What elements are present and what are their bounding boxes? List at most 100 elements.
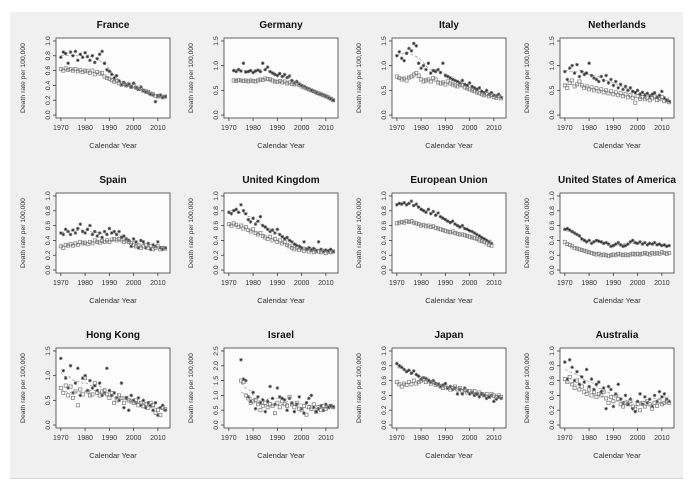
square-marker — [616, 93, 621, 98]
trend-line — [60, 54, 166, 98]
asterisk-marker — [268, 229, 272, 234]
asterisk-marker — [582, 380, 587, 384]
asterisk-marker — [231, 208, 236, 213]
panel-australia-chart: Australia 0.0 0.2 0.4 0.6 0.8 1.0 Death rate pe… — [524, 330, 675, 460]
asterisk-marker — [438, 214, 443, 219]
asterisk-marker — [399, 365, 404, 370]
x-tick-label: 1970 — [53, 435, 69, 442]
square-marker — [664, 98, 669, 103]
y-axis: 0.0 0.2 0.4 0.6 0.8 1.0 Death rate per 100,000 — [20, 191, 56, 275]
y-tick-label: 1.5 — [381, 36, 388, 46]
plot-canvas: France 0.0 0.2 0.4 0.6 0.8 1.0 Death rate per 1… — [10, 12, 683, 479]
square-marker — [131, 83, 136, 88]
asterisk-marker — [63, 51, 68, 56]
square-marker — [640, 400, 645, 405]
y-axis-label: Death rate per 100,000 — [188, 43, 195, 113]
asterisk-marker — [660, 395, 664, 399]
asterisk-marker — [597, 239, 601, 243]
asterisk-marker — [584, 71, 589, 75]
asterisk-marker — [643, 395, 647, 399]
x-tick-label: 1980 — [245, 280, 261, 287]
square-marker — [650, 406, 655, 411]
square-marker — [414, 71, 419, 76]
square-marker — [260, 403, 265, 408]
x-tick-label: 1980 — [581, 435, 597, 442]
asterisk-marker — [606, 81, 611, 85]
square-marker — [397, 220, 402, 225]
asterisk-marker — [285, 408, 289, 413]
square-marker — [623, 252, 628, 257]
square-marker — [407, 219, 411, 224]
asterisk-marker — [496, 92, 501, 97]
square-marker — [148, 400, 153, 405]
square-marker — [143, 242, 148, 247]
square-marker — [575, 246, 579, 251]
square-marker — [472, 236, 477, 241]
y-tick-label: 0.6 — [381, 221, 388, 231]
trend-line — [396, 51, 502, 96]
asterisk-marker — [248, 220, 253, 224]
asterisk-marker — [609, 77, 613, 82]
x-tick-label: 1970 — [221, 125, 237, 132]
x-axis-label: Calendar Year — [89, 296, 137, 305]
series-asterisk — [563, 226, 671, 249]
asterisk-marker — [402, 367, 406, 372]
square-marker — [582, 389, 587, 394]
square-marker — [321, 403, 326, 408]
asterisk-marker — [445, 74, 450, 79]
asterisk-marker — [80, 55, 85, 60]
asterisk-marker — [616, 382, 621, 387]
square-marker — [599, 87, 604, 92]
square-marker — [635, 94, 640, 99]
square-marker — [433, 77, 438, 82]
series-asterisk — [227, 203, 335, 254]
square-marker — [655, 403, 659, 408]
square-marker — [248, 229, 253, 234]
square-marker — [311, 89, 316, 94]
square-marker — [126, 82, 131, 87]
square-marker — [88, 70, 92, 75]
square-marker — [404, 383, 409, 387]
asterisk-marker — [628, 86, 633, 90]
asterisk-marker — [594, 382, 599, 387]
asterisk-marker — [630, 238, 635, 243]
square-marker — [565, 85, 570, 90]
y-axis: 0.0 0.2 0.4 0.6 0.8 1.0 Death rate per 100,000 — [524, 346, 560, 430]
square-marker — [453, 231, 458, 235]
square-marker — [394, 221, 399, 226]
asterisk-marker — [650, 242, 654, 246]
asterisk-marker — [59, 231, 63, 235]
square-marker — [650, 96, 655, 101]
x-tick-label: 2000 — [630, 280, 646, 287]
asterisk-marker — [640, 242, 645, 246]
asterisk-marker — [577, 234, 582, 238]
square-marker — [565, 242, 570, 247]
asterisk-marker — [453, 222, 457, 226]
square-marker — [611, 92, 616, 97]
square-marker — [655, 251, 659, 255]
x-tick-label: 1980 — [581, 280, 597, 287]
y-tick-label: 0.5 — [549, 85, 556, 95]
square-marker — [243, 78, 248, 83]
square-marker — [256, 78, 260, 83]
x-tick-label: 1980 — [77, 280, 93, 287]
panel-title: France — [97, 20, 130, 31]
y-tick-label: 0.4 — [213, 235, 220, 245]
asterisk-marker — [126, 408, 131, 413]
asterisk-marker — [78, 222, 83, 226]
square-marker — [594, 252, 599, 257]
asterisk-marker — [584, 240, 589, 244]
square-marker — [448, 230, 453, 235]
asterisk-marker — [90, 232, 95, 237]
asterisk-marker — [563, 360, 567, 364]
square-marker — [630, 95, 635, 100]
y-tick-label: 0.8 — [213, 206, 220, 216]
asterisk-marker — [73, 381, 78, 385]
square-marker — [436, 80, 441, 85]
asterisk-marker — [577, 74, 582, 79]
square-marker — [58, 386, 63, 390]
square-marker — [645, 95, 650, 100]
square-marker — [479, 92, 484, 97]
square-marker — [231, 78, 236, 83]
square-marker — [136, 87, 141, 92]
